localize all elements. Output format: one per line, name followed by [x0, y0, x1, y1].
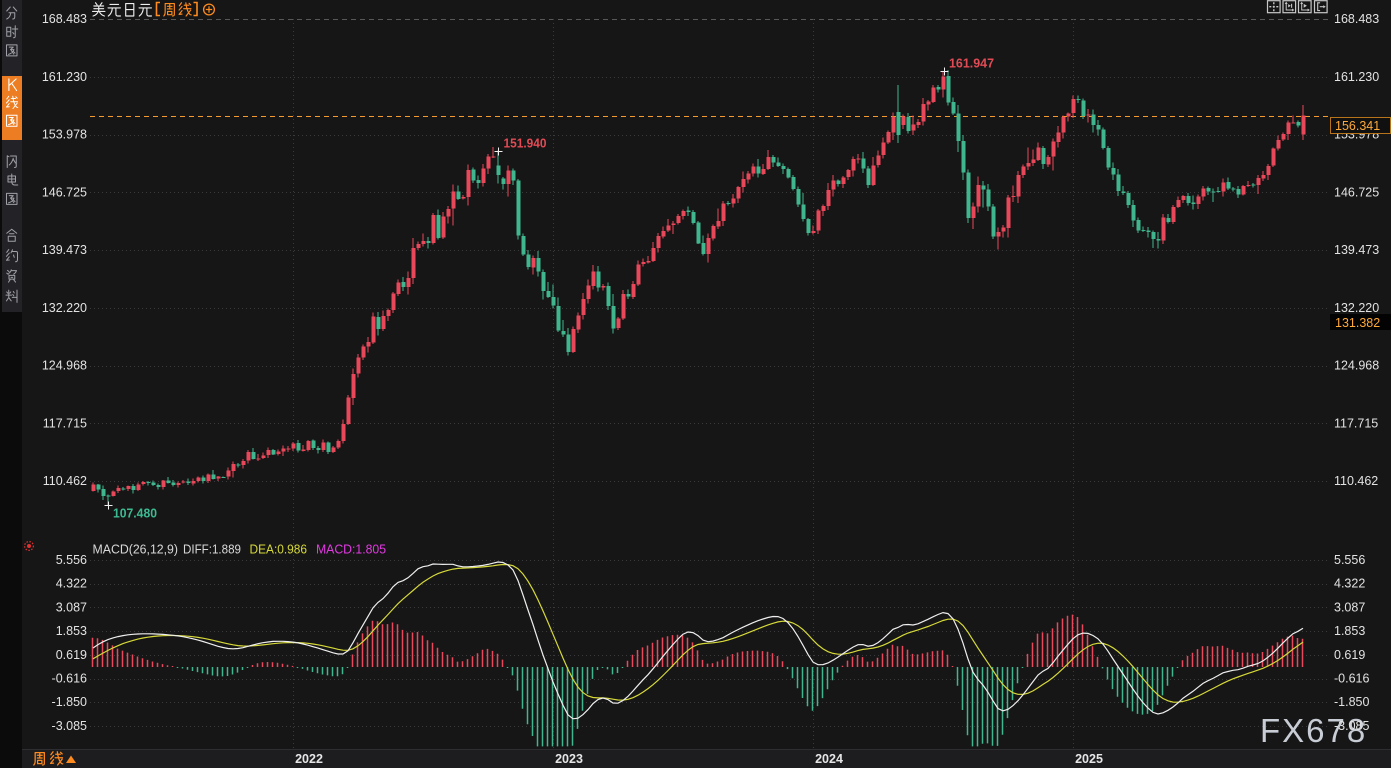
- svg-text:146.725: 146.725: [42, 185, 87, 199]
- svg-text:-0.616: -0.616: [52, 672, 87, 686]
- svg-text:161.230: 161.230: [42, 70, 87, 84]
- svg-text:153.978: 153.978: [42, 128, 87, 142]
- svg-text:FX678: FX678: [1260, 712, 1367, 749]
- svg-text:-3.085: -3.085: [52, 719, 87, 733]
- svg-text:161.947: 161.947: [949, 56, 994, 71]
- svg-text:107.480: 107.480: [113, 506, 157, 521]
- svg-text:0.619: 0.619: [56, 648, 87, 662]
- svg-text:5.556: 5.556: [1334, 553, 1365, 567]
- svg-text:1.853: 1.853: [1334, 624, 1365, 638]
- svg-text:146.725: 146.725: [1334, 185, 1379, 199]
- svg-text:0.619: 0.619: [1334, 648, 1365, 662]
- svg-text:124.968: 124.968: [42, 359, 87, 373]
- svg-text:1.853: 1.853: [56, 624, 87, 638]
- svg-text:161.230: 161.230: [1334, 70, 1379, 84]
- svg-text:2023: 2023: [555, 752, 583, 766]
- svg-text:-1.850: -1.850: [52, 695, 87, 709]
- svg-text:2024: 2024: [815, 752, 843, 766]
- svg-text:110.462: 110.462: [1334, 474, 1378, 488]
- svg-text:139.473: 139.473: [1334, 243, 1379, 257]
- svg-text:117.715: 117.715: [43, 416, 87, 430]
- svg-text:MACD:1.805: MACD:1.805: [316, 542, 386, 557]
- svg-text:DIFF:1.889: DIFF:1.889: [183, 542, 241, 557]
- svg-text:5.556: 5.556: [56, 553, 87, 567]
- svg-text:132.220: 132.220: [42, 301, 87, 315]
- svg-text:4.322: 4.322: [1334, 577, 1365, 591]
- svg-text:3.087: 3.087: [1334, 600, 1365, 614]
- svg-text:-3.085: -3.085: [1334, 719, 1369, 733]
- svg-text:139.473: 139.473: [42, 243, 87, 257]
- svg-text:156.341: 156.341: [1335, 119, 1380, 133]
- svg-text:168.483: 168.483: [1334, 12, 1379, 26]
- svg-text:110.462: 110.462: [43, 474, 87, 488]
- svg-text:2022: 2022: [295, 752, 323, 766]
- svg-text:168.483: 168.483: [42, 12, 87, 26]
- svg-text:117.715: 117.715: [1334, 416, 1378, 430]
- svg-text:151.940: 151.940: [504, 136, 547, 151]
- svg-text:131.382: 131.382: [1335, 316, 1380, 330]
- svg-text:-1.850: -1.850: [1334, 695, 1369, 709]
- svg-text:MACD(26,12,9): MACD(26,12,9): [93, 542, 179, 557]
- svg-text:2025: 2025: [1075, 752, 1103, 766]
- svg-text:4.322: 4.322: [56, 577, 87, 591]
- svg-text:3.087: 3.087: [56, 600, 87, 614]
- svg-text:132.220: 132.220: [1334, 301, 1379, 315]
- svg-text:-0.616: -0.616: [1334, 672, 1369, 686]
- svg-text:DEA:0.986: DEA:0.986: [250, 542, 308, 557]
- svg-text:124.968: 124.968: [1334, 359, 1379, 373]
